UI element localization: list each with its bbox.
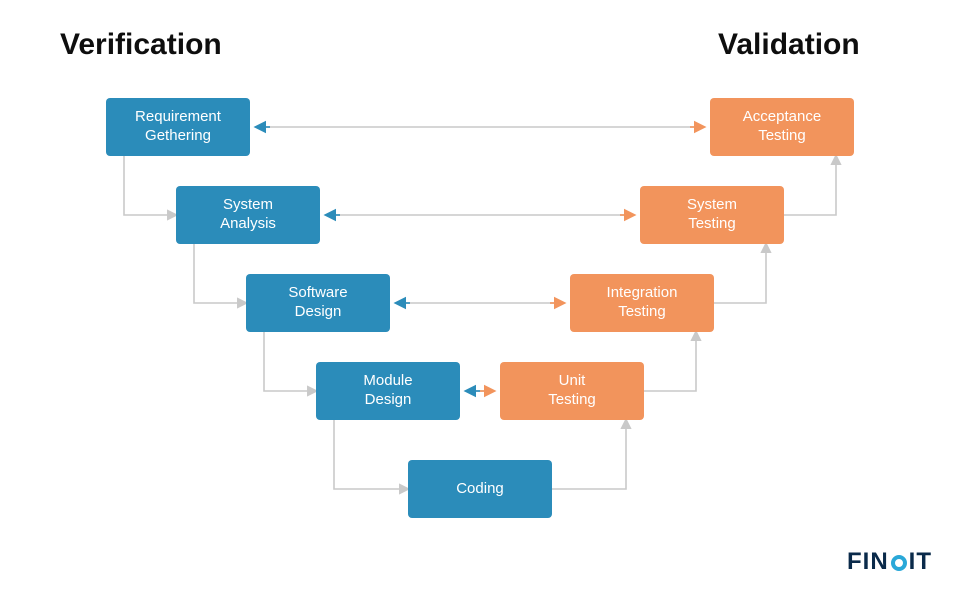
node-system-analysis: SystemAnalysis [176,186,320,244]
node-integration-testing: IntegrationTesting [570,274,714,332]
node-system-testing: SystemTesting [640,186,784,244]
node-requirement-gathering: RequirementGethering [106,98,250,156]
logo-text-right: IT [909,548,932,576]
node-module-design: ModuleDesign [316,362,460,420]
finoit-logo: FIN IT [847,548,932,576]
heading-verification: Verification [60,28,222,62]
node-coding: Coding [408,460,552,518]
node-acceptance-testing: AcceptanceTesting [710,98,854,156]
node-software-design: SoftwareDesign [246,274,390,332]
logo-ring-icon [891,555,907,571]
heading-validation: Validation [718,28,860,62]
logo-text-left: FIN [847,548,889,576]
node-unit-testing: UnitTesting [500,362,644,420]
